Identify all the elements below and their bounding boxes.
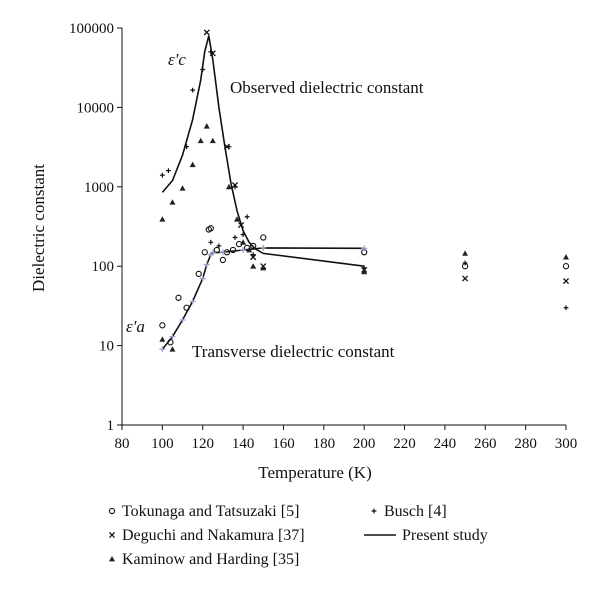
data-point-triangle bbox=[240, 239, 247, 245]
x-tick-label: 220 bbox=[393, 436, 416, 452]
data-point-plus bbox=[216, 243, 222, 249]
data-point-triangle bbox=[197, 137, 204, 144]
data-point-triangle bbox=[234, 216, 241, 222]
legend-marker-triangle bbox=[109, 556, 115, 562]
present-study-point bbox=[209, 249, 216, 256]
x-tick-label: 100 bbox=[151, 436, 174, 452]
data-point-x bbox=[250, 254, 257, 261]
data-point-triangle bbox=[169, 199, 176, 205]
present-study-point bbox=[159, 346, 166, 353]
data-point-triangle bbox=[189, 161, 196, 168]
legend-label: Deguchi and Nakamura [37] bbox=[122, 527, 305, 544]
y-axis-label: Dielectric constant bbox=[29, 164, 48, 292]
present-study-curve bbox=[161, 247, 365, 350]
eps-c-label: ε′c bbox=[168, 50, 186, 69]
data-point-x bbox=[562, 277, 570, 285]
legend-label: Tokunaga and Tatsuzaki [5] bbox=[122, 503, 299, 520]
legend-label: Kaminow and Harding [35] bbox=[122, 551, 299, 568]
present-study-point bbox=[203, 261, 210, 268]
present-study-point bbox=[219, 249, 226, 256]
legend-marker-circle bbox=[108, 507, 116, 515]
data-point-circle bbox=[243, 244, 251, 252]
data-point-plus bbox=[563, 305, 569, 311]
eps-a-label: ε′a bbox=[126, 317, 145, 336]
x-axis-label: Temperature (K) bbox=[258, 463, 372, 482]
x-tick-label: 240 bbox=[434, 436, 457, 452]
data-point-circle bbox=[219, 256, 227, 264]
data-point-triangle bbox=[159, 336, 166, 342]
legend-item: Kaminow and Harding [35] bbox=[109, 551, 299, 568]
data-point-circle bbox=[229, 246, 237, 254]
data-point-triangle bbox=[159, 216, 166, 222]
present-study-point bbox=[199, 275, 206, 282]
y-tick-label: 100 bbox=[92, 259, 115, 275]
data-point-triangle bbox=[250, 263, 257, 269]
data-point-plus bbox=[190, 87, 196, 93]
legend-item: Present study bbox=[364, 527, 488, 544]
data-point-triangle bbox=[209, 137, 216, 144]
legend-item: Busch [4] bbox=[371, 503, 447, 520]
data-point-x bbox=[203, 29, 210, 36]
y-tick-label: 1000 bbox=[84, 180, 114, 196]
data-point-x bbox=[462, 275, 469, 282]
data-point-triangle bbox=[361, 268, 368, 275]
data-point-plus bbox=[462, 260, 468, 266]
legend-item: Deguchi and Nakamura [37] bbox=[108, 527, 305, 544]
data-point-triangle bbox=[169, 346, 176, 352]
data-point-triangle bbox=[563, 254, 569, 260]
data-point-plus bbox=[208, 239, 214, 245]
legend-label: Present study bbox=[402, 527, 488, 544]
x-tick-label: 80 bbox=[115, 436, 130, 452]
x-tick-label: 200 bbox=[353, 436, 376, 452]
data-point-plus bbox=[166, 168, 171, 173]
data-point-circle bbox=[175, 294, 182, 301]
present-study-point bbox=[260, 244, 267, 251]
y-tick-label: 100000 bbox=[69, 21, 114, 37]
present-study-point bbox=[240, 246, 247, 253]
data-point-circle bbox=[562, 263, 570, 270]
legend-item: Tokunaga and Tatsuzaki [5] bbox=[108, 503, 299, 520]
x-tick-label: 180 bbox=[313, 436, 336, 452]
x-tick-label: 160 bbox=[272, 436, 295, 452]
data-point-circle bbox=[207, 225, 214, 232]
legend-marker-plus bbox=[371, 508, 377, 514]
data-point-plus bbox=[232, 184, 238, 190]
data-point-plus bbox=[226, 144, 232, 150]
data-point-circle bbox=[260, 234, 267, 241]
data-point-triangle bbox=[179, 185, 186, 191]
data-point-triangle bbox=[462, 250, 469, 256]
data-point-circle bbox=[201, 249, 208, 256]
data-point-triangle bbox=[225, 183, 232, 190]
present-study-point bbox=[189, 298, 196, 305]
data-point-triangle bbox=[203, 123, 210, 129]
y-tick-label: 10 bbox=[99, 339, 114, 355]
y-tick-label: 1 bbox=[107, 418, 115, 434]
data-point-plus bbox=[159, 172, 165, 178]
x-tick-label: 260 bbox=[474, 436, 497, 452]
data-point-circle bbox=[195, 270, 202, 278]
axes: 1 10 100 1000 10000 100000 80 100 120 140 160 180 20… bbox=[69, 21, 577, 452]
data-point-plus bbox=[244, 214, 250, 220]
present-study-point bbox=[179, 317, 186, 324]
present-study-curve bbox=[161, 35, 365, 267]
data-point-triangle bbox=[260, 264, 267, 271]
legend-label: Busch [4] bbox=[384, 503, 447, 520]
data-point-plus bbox=[250, 252, 256, 257]
x-tick-label: 120 bbox=[191, 436, 214, 452]
x-tick-label: 140 bbox=[232, 436, 255, 452]
y-tick-label: 10000 bbox=[77, 100, 115, 116]
present-study-point bbox=[361, 245, 368, 252]
present-study-point bbox=[169, 333, 176, 340]
data-point-plus bbox=[361, 265, 367, 271]
legend: Tokunaga and Tatsuzaki [5] Deguchi and Na… bbox=[108, 503, 488, 568]
x-tick-label: 280 bbox=[514, 436, 537, 452]
transverse-annotation: Transverse dielectric constant bbox=[192, 342, 395, 361]
present-study-curves bbox=[159, 35, 368, 353]
x-tick-label: 300 bbox=[555, 436, 578, 452]
observed-annotation: Observed dielectric constant bbox=[230, 78, 424, 97]
data-point-plus bbox=[232, 235, 238, 240]
legend-marker-x bbox=[108, 531, 116, 539]
data-point-circle bbox=[159, 322, 166, 329]
